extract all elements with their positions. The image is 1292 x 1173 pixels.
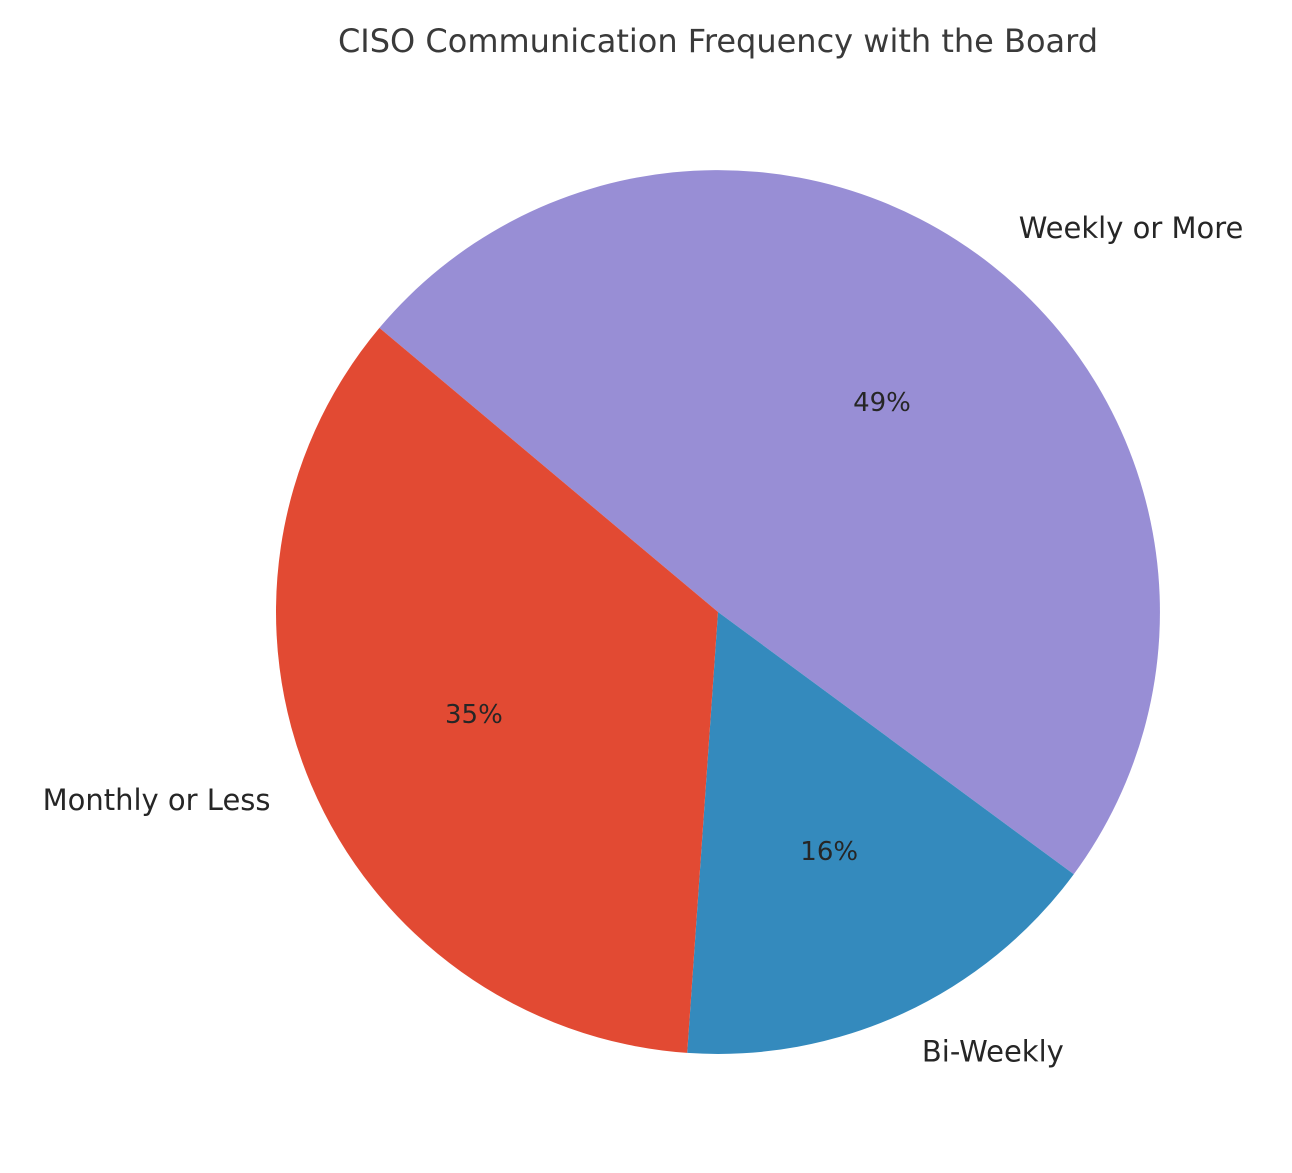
pie-slices-group: [276, 170, 1160, 1054]
pie-slice-weekly-or-more: [379, 170, 1160, 875]
pie-percent-label-weekly-or-more: 49%: [853, 388, 911, 418]
pie-labels-group: 49% Weekly or More 16% Bi-Weekly 35% Monthly …: [43, 211, 1244, 1069]
pie-slice-bi-weekly: [687, 612, 1074, 1054]
pie-percent-label-monthly-or-less: 35%: [445, 700, 503, 730]
pie-category-label-monthly-or-less: Monthly or Less: [43, 783, 271, 817]
pie-category-label-bi-weekly: Bi-Weekly: [922, 1034, 1064, 1068]
pie-slice-monthly-or-less: [276, 327, 718, 1053]
chart-title: CISO Communication Frequency with the Bo…: [338, 22, 1098, 60]
pie-percent-label-bi-weekly: 16%: [800, 837, 858, 867]
pie-category-label-weekly-or-more: Weekly or More: [1019, 211, 1244, 245]
